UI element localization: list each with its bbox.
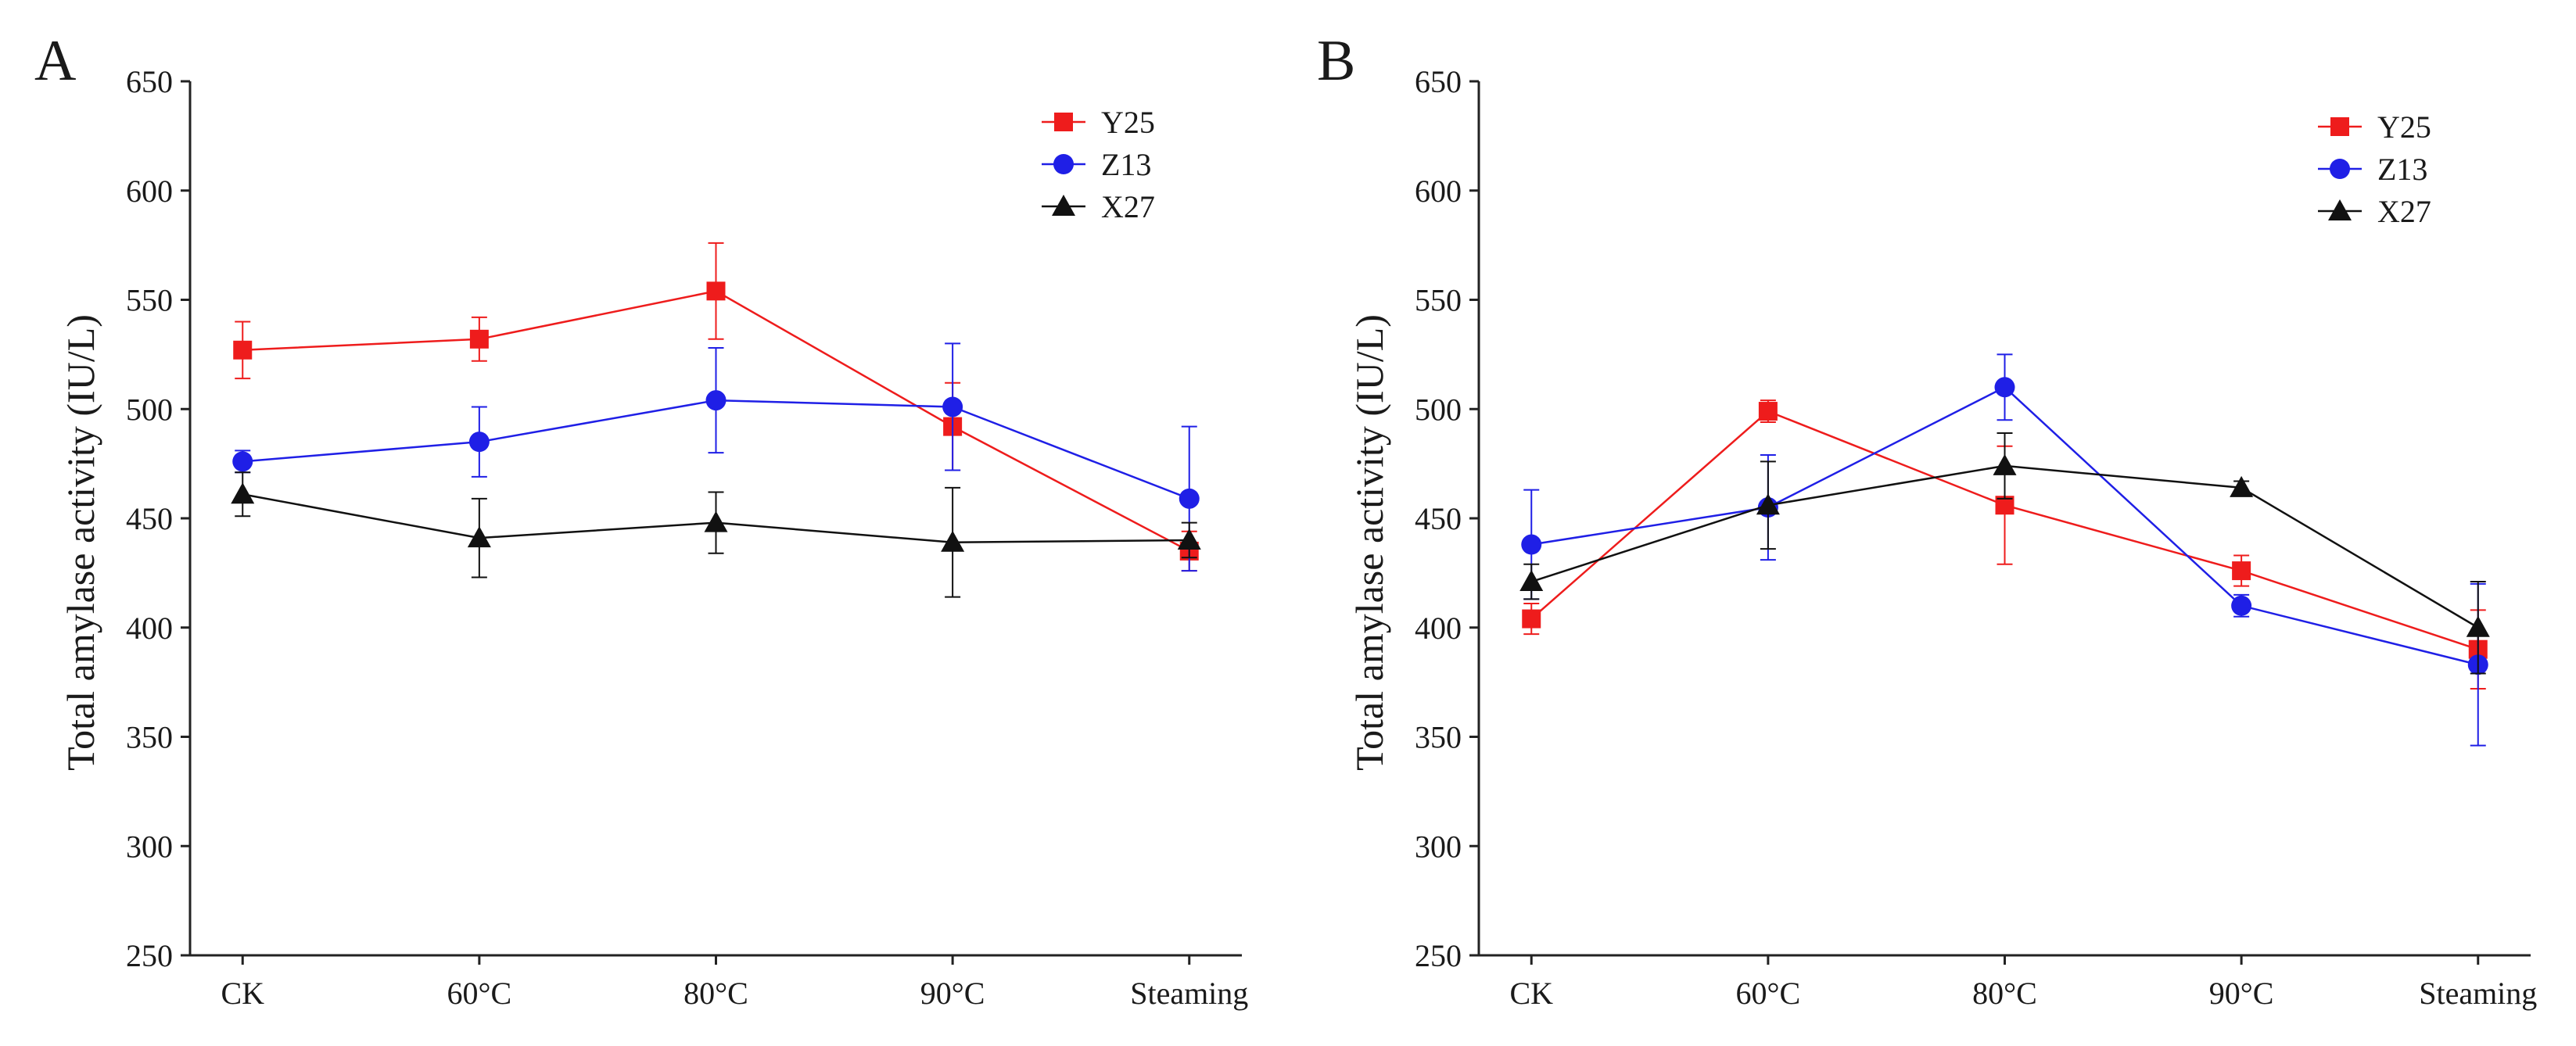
data-point-x27 (1756, 493, 1780, 515)
data-point-z13 (942, 396, 963, 417)
y-tick-label: 450 (1415, 501, 1462, 536)
chart-panel-b: B Total amylase activity (IU/L) 250 300 35… (1317, 29, 2537, 1011)
legend-label: Z13 (2377, 152, 2427, 187)
x-tick-label: 90°C (2209, 976, 2274, 1011)
data-point-x27 (467, 526, 491, 548)
legend-marker (1052, 195, 1075, 216)
x-tick-label: 90°C (920, 976, 985, 1011)
x-tick-label: 80°C (683, 976, 748, 1011)
data-point-x27 (2466, 615, 2490, 637)
data-point-x27 (1177, 528, 1201, 550)
data-point-y25 (233, 340, 253, 360)
x-tick-label: 60°C (447, 976, 512, 1011)
data-point-z13 (468, 432, 490, 453)
y-tick-label: 400 (126, 611, 173, 646)
x-tick-label: CK (1509, 976, 1553, 1011)
legend-marker (2328, 199, 2352, 220)
y-tick-label: 500 (126, 392, 173, 427)
data-point-x27 (2230, 475, 2254, 497)
data-point-y25 (1758, 402, 1778, 421)
legend-label: X27 (1101, 189, 1155, 224)
y-tick-label: 550 (126, 283, 173, 318)
data-point-z13 (2231, 595, 2252, 616)
y-tick-label: 250 (126, 938, 173, 973)
data-point-y25 (706, 281, 726, 301)
panel-label-b: B (1317, 29, 1355, 93)
data-point-z13 (705, 390, 727, 411)
data-point-y25 (1522, 609, 1541, 629)
x-tick-label: 60°C (1736, 976, 1801, 1011)
y-tick-label: 600 (1415, 174, 1462, 209)
series-x27-b (1519, 432, 2490, 675)
data-point-x27 (231, 482, 255, 504)
x-tick-label: Steaming (1130, 976, 1248, 1011)
data-point-x27 (1519, 570, 1544, 592)
data-point-y25 (2232, 561, 2251, 581)
legend-marker (2330, 159, 2350, 179)
y-tick-label: 350 (126, 720, 173, 755)
y-tick-label: 300 (1415, 829, 1462, 864)
legend-label: X27 (2377, 194, 2431, 229)
plot-area-b: 250 300 350 400 450 500 550 600 650 CK 60°C 80°C 90°… (1415, 64, 2537, 1011)
data-point-z13 (1521, 534, 1542, 555)
data-point-x27 (704, 510, 728, 532)
legend-b: Y25 Z13 X27 (2318, 109, 2431, 229)
x-tick-label: 80°C (1972, 976, 2037, 1011)
data-point-z13 (1994, 377, 2015, 398)
y-axis-title-a: Total amylase activity (IU/L) (59, 314, 102, 771)
data-point-x27 (1993, 453, 2017, 475)
y-tick-label: 600 (126, 174, 173, 209)
data-point-x27 (941, 530, 965, 552)
legend-label: Y25 (1101, 105, 1155, 140)
legend-marker (1054, 113, 1073, 131)
y-tick-label: 450 (126, 501, 173, 536)
y-tick-label: 250 (1415, 938, 1462, 973)
x-tick-label: Steaming (2419, 976, 2537, 1011)
legend-marker (1053, 154, 1074, 174)
series-x27-a (231, 471, 1201, 598)
legend-label: Z13 (1101, 147, 1151, 182)
panel-label-a: A (34, 29, 76, 93)
legend-a: Y25 Z13 X27 (1042, 105, 1155, 224)
legend-label: Y25 (2377, 109, 2431, 145)
plot-area-a: 250 300 350 400 450 500 550 600 650 CK 60°C 80°C 90°… (126, 64, 1248, 1011)
data-point-y25 (469, 329, 489, 349)
data-point-z13 (232, 451, 253, 472)
data-point-z13 (1179, 488, 1200, 509)
y-tick-label: 300 (126, 829, 173, 864)
legend-marker (2330, 117, 2349, 136)
y-tick-label: 650 (1415, 64, 1462, 99)
y-tick-label: 550 (1415, 283, 1462, 318)
y-tick-label: 350 (1415, 720, 1462, 755)
y-tick-label: 400 (1415, 611, 1462, 646)
chart-panel-a: A Total amylase activity (IU/L) 250 300 35… (34, 29, 1248, 1011)
y-tick-label: 500 (1415, 392, 1462, 427)
y-tick-label: 650 (126, 64, 173, 99)
x-tick-label: CK (221, 976, 264, 1011)
y-axis-title-b: Total amylase activity (IU/L) (1347, 314, 1391, 771)
